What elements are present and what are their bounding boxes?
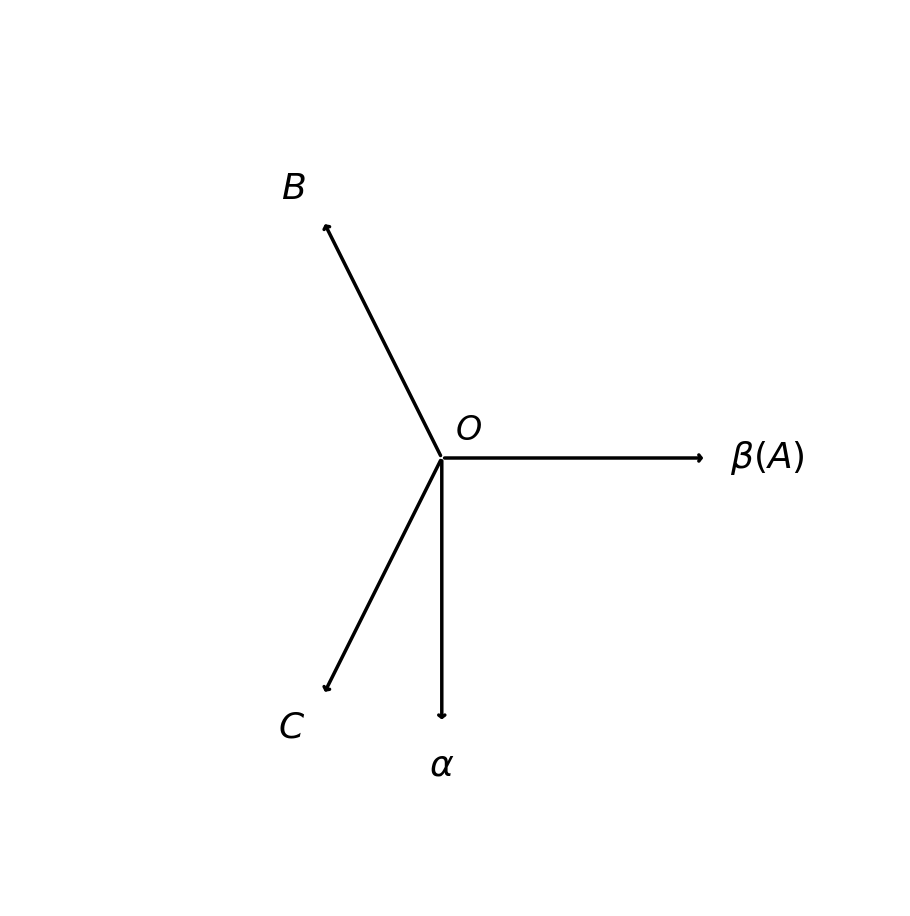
Text: $\beta(A)$: $\beta(A)$ <box>730 439 804 477</box>
Text: $C$: $C$ <box>278 710 305 744</box>
Text: $O$: $O$ <box>455 414 482 447</box>
Text: $B$: $B$ <box>280 172 305 206</box>
Text: $\alpha$: $\alpha$ <box>430 748 454 782</box>
